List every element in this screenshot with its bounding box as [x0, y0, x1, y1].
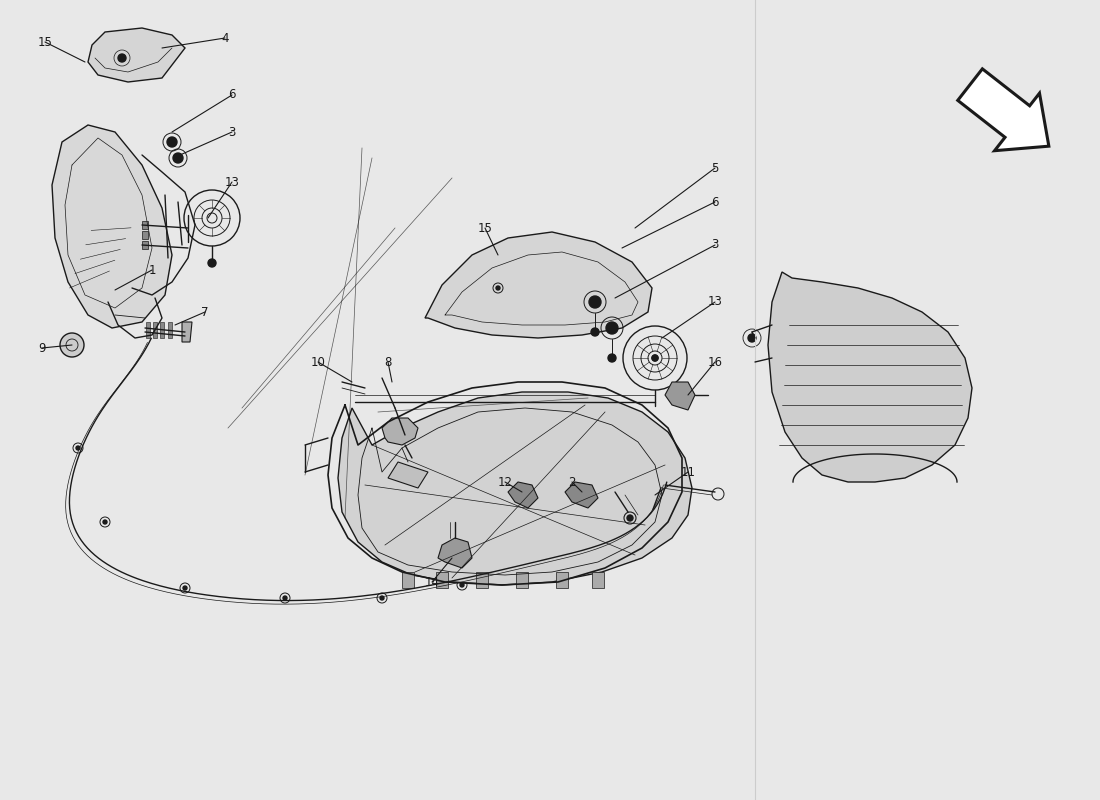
Polygon shape — [382, 418, 418, 445]
Circle shape — [379, 596, 384, 600]
Polygon shape — [425, 232, 652, 338]
Polygon shape — [182, 322, 192, 342]
Polygon shape — [388, 462, 428, 488]
Text: 2: 2 — [569, 475, 575, 489]
Polygon shape — [592, 572, 604, 588]
Polygon shape — [666, 382, 695, 410]
Circle shape — [496, 286, 500, 290]
Polygon shape — [508, 482, 538, 508]
Polygon shape — [438, 538, 472, 568]
Polygon shape — [88, 28, 185, 82]
Circle shape — [173, 153, 183, 163]
Polygon shape — [565, 482, 598, 508]
Circle shape — [208, 259, 216, 267]
Circle shape — [118, 54, 127, 62]
Polygon shape — [338, 392, 692, 585]
Text: 13: 13 — [707, 295, 723, 309]
Polygon shape — [436, 572, 448, 588]
Text: 15: 15 — [477, 222, 493, 234]
Polygon shape — [516, 572, 528, 588]
Text: 16: 16 — [707, 355, 723, 369]
Polygon shape — [160, 322, 164, 338]
Polygon shape — [958, 69, 1049, 150]
Polygon shape — [476, 572, 488, 588]
Circle shape — [591, 328, 600, 336]
Polygon shape — [146, 322, 150, 338]
Polygon shape — [153, 322, 157, 338]
Circle shape — [608, 354, 616, 362]
Circle shape — [103, 520, 107, 524]
Text: 15: 15 — [37, 35, 53, 49]
Circle shape — [183, 586, 187, 590]
Circle shape — [283, 596, 287, 600]
Polygon shape — [168, 322, 172, 338]
Text: 8: 8 — [384, 355, 392, 369]
Text: 5: 5 — [712, 162, 718, 174]
Text: 1: 1 — [148, 263, 156, 277]
Polygon shape — [556, 572, 568, 588]
Text: 4: 4 — [221, 31, 229, 45]
Circle shape — [167, 137, 177, 147]
Polygon shape — [142, 221, 148, 229]
Polygon shape — [142, 241, 148, 249]
Text: 3: 3 — [712, 238, 718, 251]
Text: 10: 10 — [310, 355, 326, 369]
Text: 6: 6 — [228, 89, 235, 102]
Polygon shape — [402, 572, 414, 588]
Circle shape — [76, 446, 80, 450]
Circle shape — [652, 355, 658, 361]
Circle shape — [460, 583, 464, 587]
Circle shape — [606, 322, 618, 334]
Text: 14: 14 — [425, 575, 440, 589]
Circle shape — [540, 560, 544, 564]
Polygon shape — [768, 272, 972, 482]
Text: 13: 13 — [224, 175, 240, 189]
Text: 11: 11 — [681, 466, 695, 478]
Circle shape — [748, 334, 756, 342]
Polygon shape — [142, 231, 148, 239]
Text: 9: 9 — [39, 342, 46, 354]
Polygon shape — [52, 125, 172, 328]
Circle shape — [60, 333, 84, 357]
Text: 7: 7 — [201, 306, 209, 318]
Text: 6: 6 — [712, 195, 718, 209]
Text: 3: 3 — [229, 126, 235, 138]
Text: 12: 12 — [497, 475, 513, 489]
Circle shape — [627, 515, 632, 521]
Circle shape — [588, 296, 601, 308]
